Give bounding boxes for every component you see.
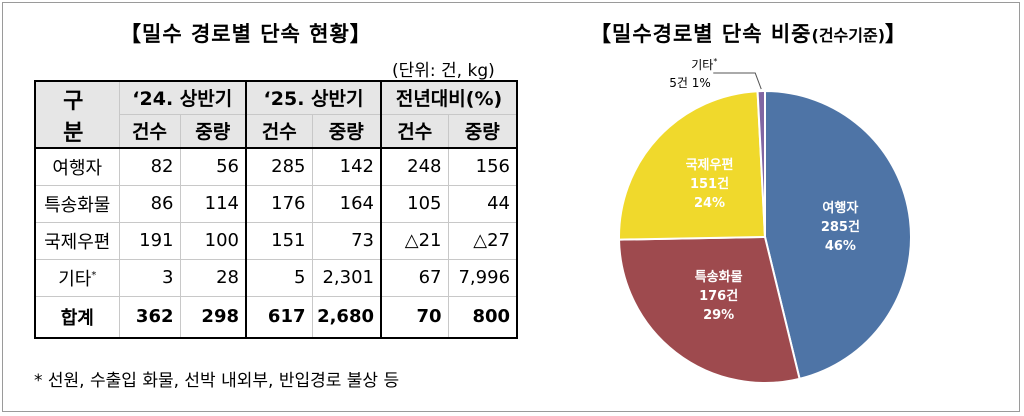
corner-header: 구 분: [34, 80, 120, 149]
row-label: 특송화물: [34, 184, 120, 223]
slice-count-label: 151건: [690, 176, 729, 192]
slice-count-label: 176건: [699, 288, 738, 304]
seizure-table: 구 분 ‘24. 상반기 ‘25. 상반기 전년대비(%) 건수 중량 건수 중…: [34, 80, 519, 339]
pie-chart: 여행자 285건 46% 특송화물 176건 29% 국제우편 151건 24% 기타* 5건 1%: [618, 57, 912, 384]
cell-value: 105: [380, 184, 449, 223]
chart-title-close: 】: [885, 22, 908, 46]
row-label: 여행자: [34, 147, 120, 186]
chart-title: 【밀수경로별 단속 비중(건수기준)】: [590, 18, 907, 48]
cell-value: 100: [179, 221, 247, 260]
cell-value: 2,301: [311, 258, 382, 297]
total-value: 70: [380, 295, 449, 339]
total-value: 800: [447, 295, 519, 339]
cell-value: 73: [311, 221, 382, 260]
cell-value: 56: [179, 147, 247, 186]
row-label-text: 기타: [58, 268, 92, 290]
subheader-count: 건수: [245, 113, 313, 149]
total-value: 617: [245, 295, 313, 339]
total-value: 2,680: [311, 295, 382, 339]
row-label: 기타*: [34, 258, 120, 297]
subheader-count: 건수: [380, 113, 449, 149]
footnote: * 선원, 수출입 화물, 선박 내외부, 반입경로 불상 등: [34, 371, 400, 391]
cell-value: 114: [179, 184, 247, 223]
pie-slice-3: [618, 90, 767, 241]
cell-value: 248: [380, 147, 449, 186]
cell-value: 142: [311, 147, 382, 186]
table-row: 기타* 3 28 5 2,301 67 7,996: [34, 258, 519, 297]
figure-frame: [2, 2, 1020, 412]
total-label: 합계: [34, 295, 120, 339]
cell-value: 86: [118, 184, 181, 223]
subheader-weight: 중량: [447, 113, 519, 149]
pie-slice-1: [764, 89, 912, 381]
subheader-count: 건수: [118, 113, 181, 149]
total-row: 합계 362 298 617 2,680 70 800: [34, 295, 519, 339]
cell-value: 28: [179, 258, 247, 297]
cell-value: 164: [311, 184, 382, 223]
group-header-yoy: 전년대비(%): [380, 80, 519, 115]
cell-value: 285: [245, 147, 313, 186]
slice-name-label: 특송화물: [695, 269, 743, 285]
slice-name-label: 국제우편: [686, 157, 734, 173]
footnote-mark: *: [713, 57, 717, 66]
cell-value: 151: [245, 221, 313, 260]
footnote-mark: *: [91, 269, 97, 281]
group-header-2024: ‘24. 상반기: [118, 80, 247, 115]
slice-name-label: 기타*: [691, 57, 717, 72]
leader-line: [713, 72, 762, 90]
total-value: 298: [179, 295, 247, 339]
cell-value: 44: [447, 184, 519, 223]
chart-title-main: 【밀수경로별 단속 비중: [590, 22, 812, 46]
cell-value: 191: [118, 221, 181, 260]
cell-value: △27: [447, 221, 519, 260]
chart-title-basis: (건수기준): [811, 26, 886, 45]
cell-value: 3: [118, 258, 181, 297]
subheader-weight: 중량: [179, 113, 247, 149]
table-row: 국제우편 191 100 151 73 △21 △27: [34, 221, 519, 260]
slice-percent-label: 46%: [825, 239, 856, 254]
cell-value: 5: [245, 258, 313, 297]
cell-value: 7,996: [447, 258, 519, 297]
pie-slice-2: [618, 235, 801, 384]
slice-count-label: 285건: [821, 219, 860, 235]
table-row: 특송화물 86 114 176 164 105 44: [34, 184, 519, 223]
subheader-weight: 중량: [311, 113, 382, 149]
table-row: 여행자 82 56 285 142 248 156: [34, 147, 519, 186]
total-value: 362: [118, 295, 181, 339]
slice-percent-label: 24%: [694, 196, 725, 211]
cell-value: 156: [447, 147, 519, 186]
cell-value: 82: [118, 147, 181, 186]
slice-value-label: 5건 1%: [669, 76, 711, 90]
cell-value: △21: [380, 221, 449, 260]
cell-value: 176: [245, 184, 313, 223]
row-label: 국제우편: [34, 221, 120, 260]
slice-percent-label: 29%: [703, 308, 734, 323]
slice-name-label: 여행자: [822, 200, 858, 216]
unit-note: (단위: 건, kg): [392, 61, 495, 81]
table-title: 【밀수 경로별 단속 현황】: [120, 22, 372, 46]
group-header-2025: ‘25. 상반기: [245, 80, 382, 115]
cell-value: 67: [380, 258, 449, 297]
pie-slice-4: [756, 89, 766, 238]
